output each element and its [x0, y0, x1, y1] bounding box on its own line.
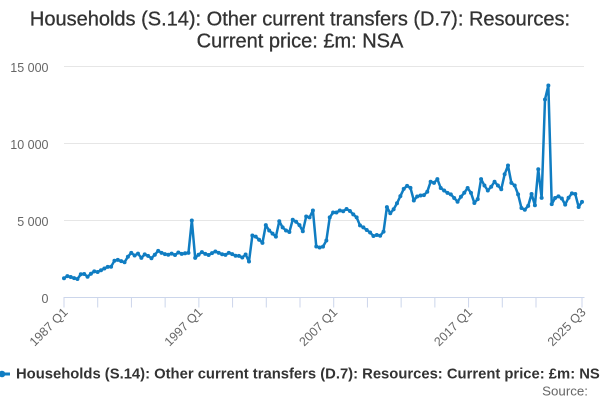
svg-text:Households (S.14): Other curre: Households (S.14): Other current transfe… [30, 9, 570, 31]
svg-text:Households (S.14): Other curre: Households (S.14): Other current transfe… [16, 367, 600, 383]
svg-text:Source:: Source: [542, 384, 588, 399]
svg-text:15 000: 15 000 [10, 61, 48, 75]
svg-text:10 000: 10 000 [10, 138, 48, 152]
svg-text:5 000: 5 000 [17, 215, 48, 229]
svg-text:Current price: £m: NSA: Current price: £m: NSA [197, 31, 404, 53]
svg-text:0: 0 [42, 292, 49, 306]
